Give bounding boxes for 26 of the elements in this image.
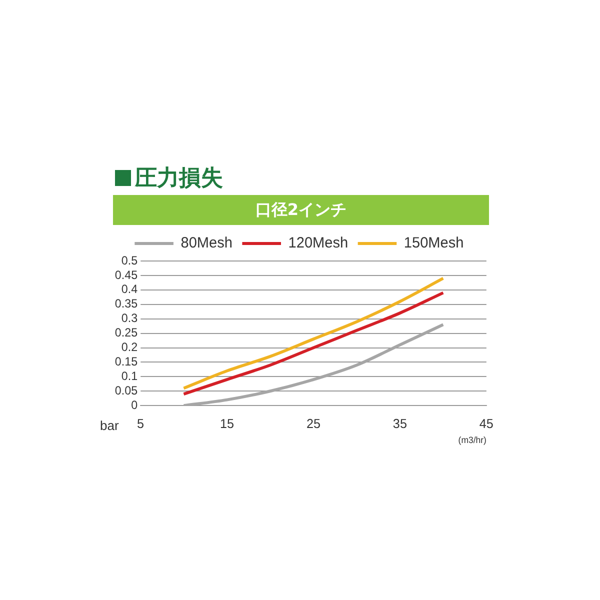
y-axis-title: bar	[100, 418, 119, 433]
x-axis-title: (m3/hr)	[458, 434, 486, 446]
y-tick-label: 0.35	[114, 296, 138, 311]
y-tick-label: 0.4	[121, 282, 138, 296]
y-tick-label: 0.1	[121, 368, 138, 384]
y-tick-label: 0	[131, 398, 138, 412]
legend-label: 80Mesh	[180, 235, 232, 252]
y-tick-label: 0.45	[114, 268, 138, 282]
x-tick-label: 45	[479, 416, 494, 432]
line-series	[182, 276, 445, 390]
line-series	[182, 291, 445, 396]
y-tick-label: 0.25	[114, 325, 138, 340]
y-tick-label: 0.05	[114, 383, 138, 398]
x-tick-label: 15	[220, 416, 234, 432]
chart-subtitle: 口径2インチ	[113, 195, 489, 225]
y-tick-label: 0.5	[121, 253, 138, 268]
legend-label: 150Mesh	[404, 235, 464, 252]
chart-title: 圧力損失	[135, 165, 223, 193]
x-tick-label: 5	[136, 416, 144, 432]
legend-label: 120Mesh	[288, 235, 348, 252]
x-tick-label: 35	[392, 416, 407, 432]
y-tick-label: 0.15	[114, 354, 138, 369]
line-series	[182, 323, 445, 406]
y-tick-label: 0.2	[121, 340, 138, 354]
y-tick-label: 0.3	[121, 310, 138, 326]
x-tick-label: 25	[306, 416, 320, 432]
